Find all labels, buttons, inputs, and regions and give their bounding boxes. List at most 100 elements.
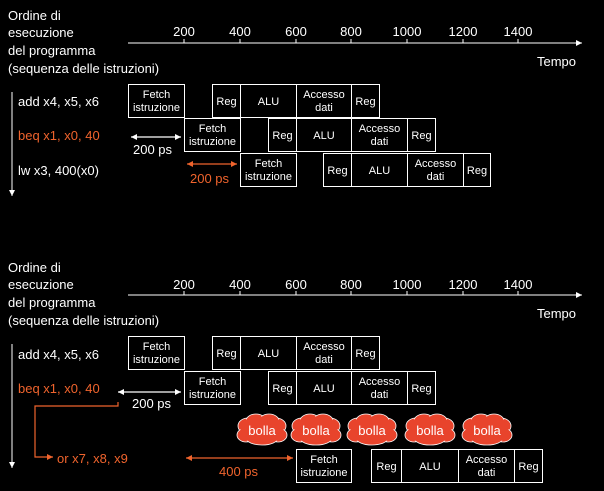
order-label-line-2: esecuzione: [8, 277, 74, 292]
tick-label: 1400: [504, 277, 533, 292]
stage-box: [351, 84, 380, 118]
instruction-label: beq x1, x0, 40: [18, 128, 100, 143]
stage-text-line: Accesso: [303, 341, 345, 353]
stage-text-line: istruzione: [189, 389, 236, 401]
tick-label: 200: [173, 277, 195, 292]
stage-box: [351, 336, 380, 370]
stage-text-line: Reg: [376, 461, 396, 473]
tick-label: 800: [340, 24, 362, 39]
stage-text-line: ALU: [258, 348, 279, 360]
bubble-row: bolla bolla bolla bolla bolla: [236, 413, 513, 446]
tick-label: 1200: [449, 277, 478, 292]
bubble-cloud: bolla: [461, 413, 513, 446]
stage-text-line: Accesso: [466, 454, 508, 466]
delay-label: 200 ps: [133, 142, 173, 157]
pipeline-row: Fetch istruzione Reg ALU Accesso dati Re…: [296, 449, 543, 483]
tick-label: 400: [229, 277, 251, 292]
stage-text-line: Accesso: [415, 158, 457, 170]
stage-text-line: Fetch: [255, 158, 283, 170]
order-label-line-3: del programma: [8, 43, 96, 58]
tick-label: 1400: [504, 24, 533, 39]
stage-box: [184, 371, 241, 405]
tick-label: 600: [285, 24, 307, 39]
stage-text-line: Fetch: [310, 454, 338, 466]
stage-text-line: Fetch: [199, 123, 227, 135]
bubble-label: bolla: [416, 423, 444, 438]
pipeline-row: Fetch istruzione Reg ALU Accesso dati Re…: [128, 336, 380, 370]
stage-text-line: istruzione: [245, 171, 292, 183]
pipeline-row: Fetch istruzione Reg ALU Accesso dati Re…: [240, 153, 491, 187]
tick-label: 800: [340, 277, 362, 292]
stage-text-line: Reg: [355, 96, 375, 108]
panel-2: Ordine di esecuzione del programma (sequ…: [8, 260, 582, 483]
stage-box: [407, 371, 436, 405]
instruction-label: add x4, x5, x6: [18, 94, 99, 109]
stage-text-line: Reg: [272, 130, 292, 142]
stage-text-line: dati: [371, 389, 389, 401]
stage-text-line: Fetch: [143, 89, 171, 101]
stage-text-line: Reg: [327, 165, 347, 177]
stage-text-line: Accesso: [359, 123, 401, 135]
stage-box: [240, 153, 297, 187]
delay-label: 200 ps: [190, 171, 230, 186]
stage-text-line: Fetch: [143, 341, 171, 353]
tick-label: 1000: [393, 277, 422, 292]
stage-text-line: Reg: [355, 348, 375, 360]
order-label-line-4: (sequenza delle istruzioni): [8, 61, 159, 76]
instruction-label: beq x1, x0, 40: [18, 381, 100, 396]
stage-text-line: Accesso: [303, 89, 345, 101]
stage-text-line: Reg: [411, 383, 431, 395]
stage-text-line: dati: [371, 136, 389, 148]
instruction-label: lw x3, 400(x0): [18, 163, 99, 178]
bubble-cloud: bolla: [290, 413, 342, 446]
tick-label: 600: [285, 277, 307, 292]
stage-box: [296, 449, 352, 483]
tick-label: 1200: [449, 24, 478, 39]
tick-label: 1000: [393, 24, 422, 39]
stage-text-line: Reg: [411, 130, 431, 142]
stage-text-line: ALU: [419, 461, 440, 473]
bubble-label: bolla: [248, 423, 276, 438]
bubble-label: bolla: [302, 423, 330, 438]
delay-label: 400 ps: [219, 464, 259, 479]
order-label-line-2: esecuzione: [8, 25, 74, 40]
stage-text-line: istruzione: [189, 136, 236, 148]
stage-text-line: Reg: [518, 461, 538, 473]
tick-label: 200: [173, 24, 195, 39]
stage-box: [514, 449, 543, 483]
bubble-label: bolla: [473, 423, 501, 438]
stage-text-line: dati: [478, 467, 496, 479]
order-label-line-1: Ordine di: [8, 260, 61, 275]
stage-text-line: Reg: [216, 348, 236, 360]
stage-text-line: ALU: [369, 165, 390, 177]
stage-text-line: dati: [315, 354, 333, 366]
order-label-line-4: (sequenza delle istruzioni): [8, 313, 159, 328]
stage-box: [463, 153, 491, 187]
stage-text-line: dati: [427, 171, 445, 183]
axis-ticks: [183, 291, 519, 295]
stage-text-line: Fetch: [199, 376, 227, 388]
order-label-line-1: Ordine di: [8, 8, 61, 23]
time-axis-label: Tempo: [537, 54, 576, 69]
axis-ticks: [183, 39, 519, 43]
panel-1: Ordine di esecuzione del programma (sequ…: [8, 8, 582, 196]
branch-connector-arrow: [34, 402, 119, 460]
tick-label: 400: [229, 24, 251, 39]
stage-text-line: istruzione: [300, 467, 347, 479]
time-axis-label: Tempo: [537, 306, 576, 321]
bubble-cloud: bolla: [236, 413, 288, 446]
instruction-label: add x4, x5, x6: [18, 347, 99, 362]
pipeline-row: Fetch istruzione Reg ALU Accesso dati Re…: [184, 371, 436, 405]
stage-text-line: Accesso: [359, 376, 401, 388]
stage-text-line: ALU: [258, 96, 279, 108]
delay-label: 200 ps: [132, 396, 172, 411]
stage-box: [407, 118, 436, 152]
bubble-cloud: bolla: [346, 413, 398, 446]
stage-text-line: Reg: [216, 96, 236, 108]
stage-text-line: istruzione: [133, 354, 180, 366]
stage-box: [128, 84, 185, 118]
stage-text-line: Reg: [467, 165, 487, 177]
stage-box: [184, 118, 241, 152]
